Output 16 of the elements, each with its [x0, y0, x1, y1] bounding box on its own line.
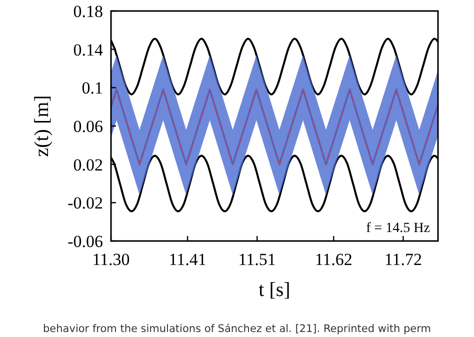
y-tick-label: 0.18 [73, 2, 103, 21]
y-tick-label: -0.06 [68, 232, 103, 251]
x-axis-title: t [s] [258, 279, 290, 301]
y-tick-label: 0.14 [73, 40, 104, 60]
y-tick-label: 0.1 [82, 78, 103, 98]
annotation: f = 14.5 Hz [366, 221, 430, 236]
y-tick-label: 0.02 [73, 155, 103, 174]
y-axis-title: z(t) [m] [31, 95, 53, 157]
x-tick-label: 11.51 [238, 250, 276, 269]
x-tick-label: 11.41 [168, 250, 206, 269]
x-tick-label: 11.62 [314, 250, 352, 269]
text: behavior from the simulations of Sánchez et al. [21]. Reprinted with perm [43, 323, 431, 335]
x-tick-label: 11.72 [384, 250, 422, 269]
y-tick-label: -0.02 [68, 194, 103, 213]
y-tick-label: 0.06 [73, 116, 103, 136]
x-tick-label: 11.30 [92, 250, 130, 269]
